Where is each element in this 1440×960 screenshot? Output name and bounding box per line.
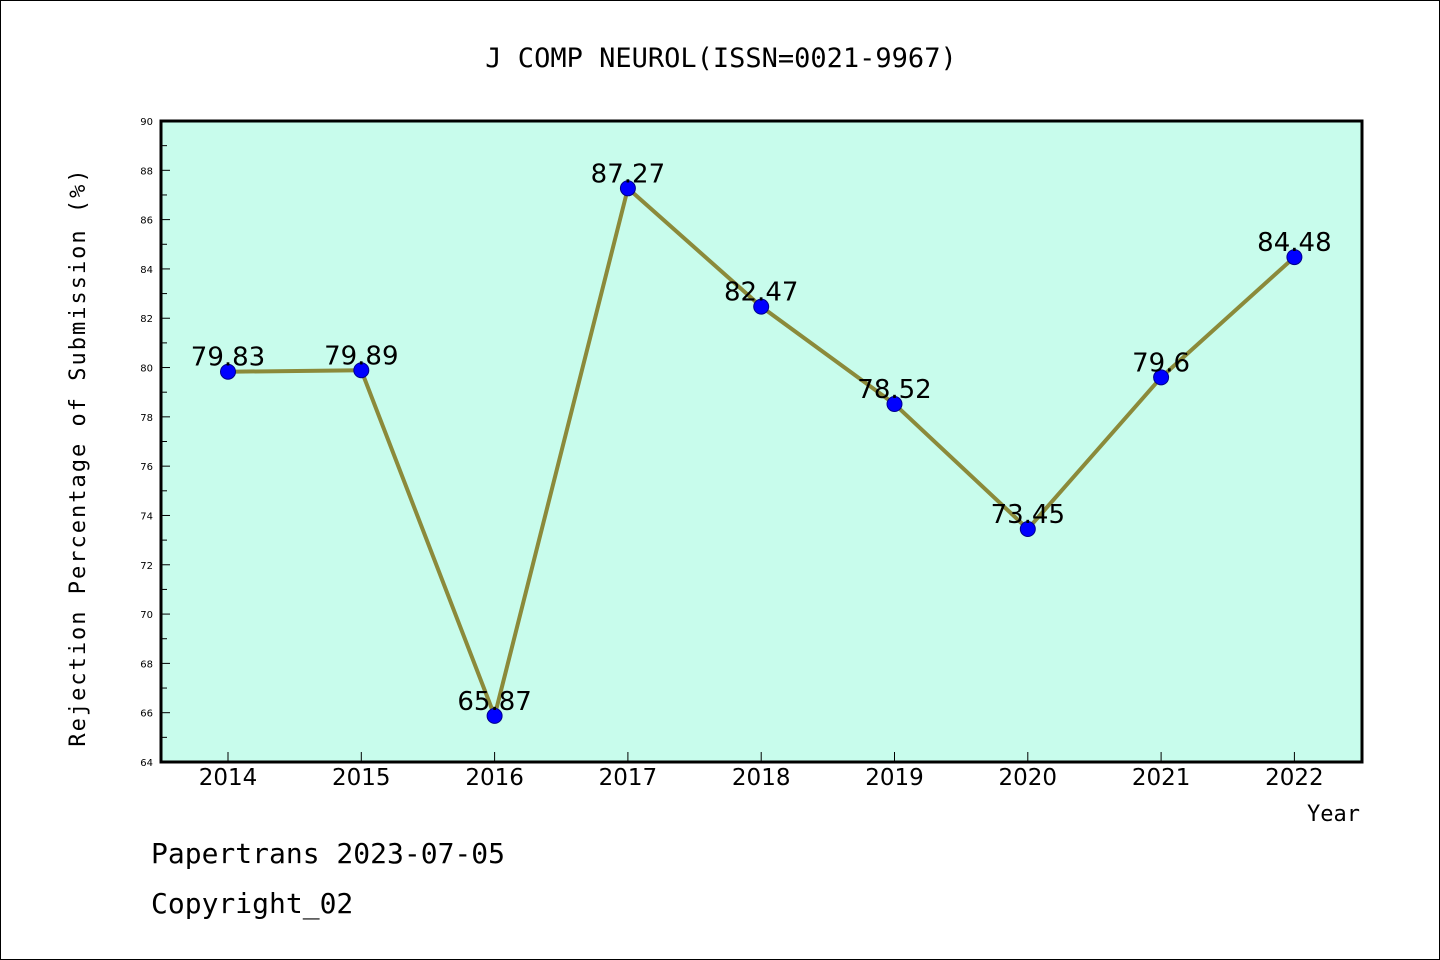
data-point-marker (353, 362, 370, 379)
y-tick-label: 64 (140, 758, 153, 769)
x-tick-label: 2015 (332, 765, 391, 791)
y-tick-label: 76 (140, 462, 153, 473)
plot-frame (159, 119, 1364, 764)
y-axis-label: Rejection Percentage of Submission (%) (66, 167, 91, 746)
data-point-marker (220, 363, 236, 380)
y-tick-label: 84 (140, 265, 153, 276)
x-tick-label: 2019 (865, 765, 924, 791)
data-value-label: 78.52 (857, 375, 931, 405)
data-value-label: 87.27 (591, 159, 665, 189)
data-value-label: 65.87 (457, 687, 531, 717)
data-value-label: 84.48 (1257, 228, 1331, 258)
x-tick-label: 2014 (199, 765, 258, 791)
data-point-marker (1286, 249, 1303, 266)
y-tick-label: 82 (140, 314, 153, 325)
data-point-marker (486, 707, 503, 724)
data-value-label: 79.83 (191, 343, 265, 373)
data-point-marker (753, 298, 770, 315)
x-tick-label: 2017 (599, 765, 658, 791)
y-tick-label: 80 (140, 364, 153, 375)
footer-copyright-line: Copyright_02 (151, 887, 354, 920)
x-tick-label: 2018 (732, 765, 791, 791)
footer-date-line: Papertrans 2023-07-05 (151, 837, 506, 870)
y-tick-label: 78 (140, 413, 153, 424)
y-tick-label: 74 (140, 511, 153, 522)
y-tick-label: 86 (140, 216, 153, 227)
data-value-label: 79.6 (1132, 348, 1190, 378)
y-tick-label: 72 (140, 561, 153, 572)
data-point-marker (886, 396, 903, 413)
x-tick-label: 2022 (1265, 765, 1324, 791)
plot-area (161, 121, 1362, 762)
y-tick-label: 66 (140, 709, 153, 720)
y-tick-label: 90 (140, 117, 153, 128)
data-point-marker (1153, 369, 1170, 386)
data-point-marker (1019, 521, 1036, 538)
y-axis-ticks: 64 66 68 70 72 74 76 78 80 82 84 86 88 90 (140, 117, 170, 769)
y-tick-label: 88 (140, 166, 153, 177)
x-tick-label: 2020 (999, 765, 1058, 791)
data-value-label: 73.45 (991, 500, 1065, 530)
data-labels: 79.83 79.89 65.87 87.27 82.47 78.52 73.45 79.6 8… (191, 159, 1332, 717)
x-tick-label: 2021 (1132, 765, 1191, 791)
x-tick-label: 2016 (465, 765, 524, 791)
data-markers (220, 180, 1303, 724)
data-value-label: 82.47 (724, 278, 798, 308)
x-axis-ticks: 2014 2015 2016 2017 2018 2019 2020 2021 2022 (199, 752, 1324, 791)
x-axis-label: Year (1307, 802, 1360, 827)
chart-title: J COMP NEUROL(ISSN=0021-9967) (485, 43, 956, 74)
y-tick-label: 68 (140, 659, 153, 670)
data-point-marker (619, 180, 636, 197)
data-value-label: 79.89 (324, 341, 398, 371)
y-tick-label: 70 (140, 610, 153, 621)
